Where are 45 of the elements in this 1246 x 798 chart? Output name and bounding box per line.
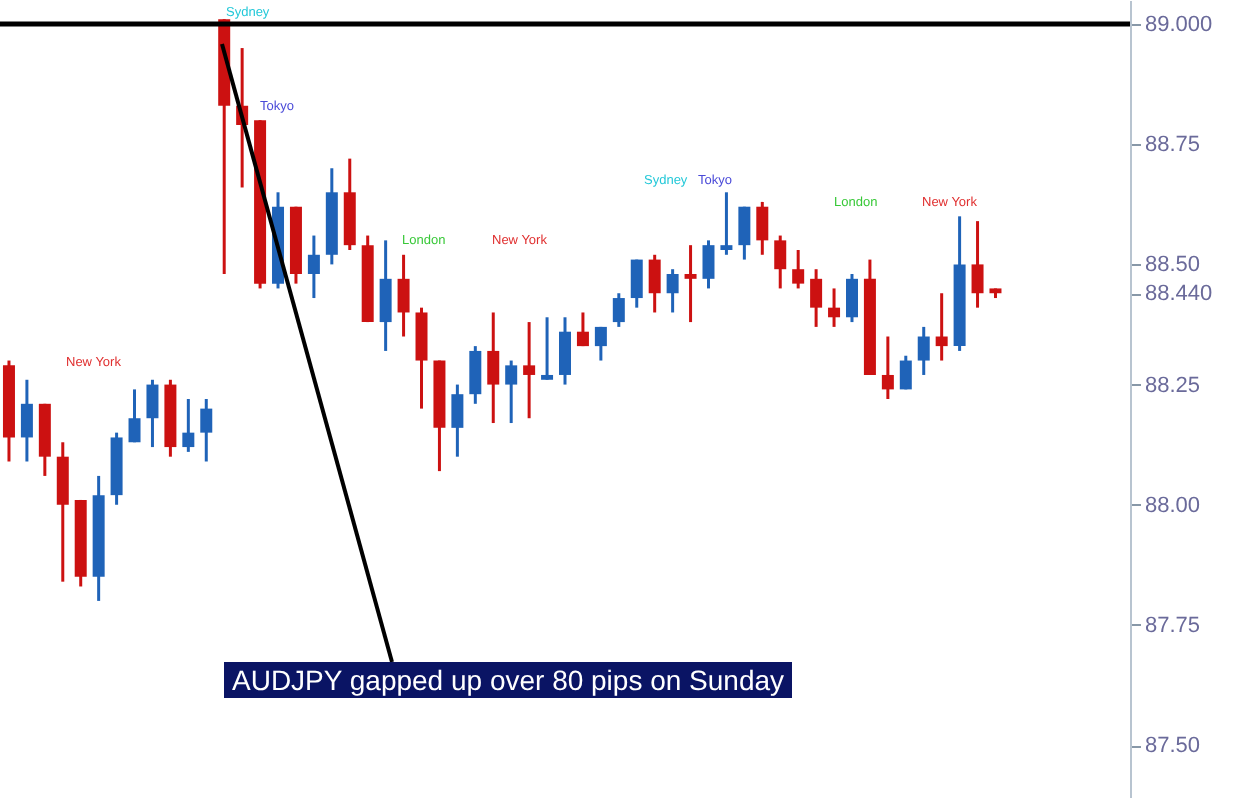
y-tick-label: 88.50 — [1145, 253, 1201, 278]
candlestick — [469, 344, 482, 406]
candlestick — [684, 243, 697, 324]
candlestick — [935, 291, 948, 363]
candlestick — [379, 238, 392, 353]
candlestick — [523, 320, 536, 420]
candlestick — [810, 267, 823, 329]
y-tick-label: 87.50 — [1145, 734, 1201, 759]
y-tick-label: 88.00 — [1145, 493, 1201, 518]
candlestick — [971, 219, 984, 310]
candlestick — [451, 383, 464, 459]
candlestick — [720, 190, 733, 257]
candlestick — [630, 258, 643, 310]
candlestick — [146, 378, 159, 449]
candlestick — [828, 286, 841, 329]
candlestick — [612, 291, 625, 329]
candlestick — [182, 397, 195, 454]
candlestick — [559, 315, 571, 387]
candlestick — [792, 248, 805, 290]
candlestick — [917, 325, 930, 377]
candlestick — [899, 354, 912, 391]
candlestick — [541, 315, 554, 382]
candlestick — [666, 267, 679, 314]
y-tick-label: 89.000 — [1145, 13, 1213, 38]
candlestick — [845, 272, 858, 324]
candlestick — [487, 310, 500, 425]
candlestick — [505, 359, 518, 425]
candlestick — [881, 335, 894, 401]
y-tick-label: 87.75 — [1145, 613, 1201, 638]
candlestick — [594, 325, 607, 363]
y-tick-label: 88.440 — [1145, 282, 1213, 307]
candlestick — [702, 238, 715, 290]
candlestick — [20, 378, 33, 463]
candlestick — [128, 387, 141, 444]
candlestick — [307, 234, 320, 300]
candlestick — [200, 397, 213, 463]
y-tick-label: 88.25 — [1145, 373, 1201, 398]
annotation: AUDJPY gapped up over 80 pips on Sunday — [224, 662, 793, 698]
candlestick — [738, 205, 751, 262]
candlestick — [648, 253, 661, 314]
candlestick — [774, 234, 787, 290]
y-tick-label: 88.75 — [1145, 133, 1201, 158]
candlestick — [397, 253, 410, 339]
candlestick — [576, 310, 589, 348]
candlestick — [756, 200, 769, 257]
